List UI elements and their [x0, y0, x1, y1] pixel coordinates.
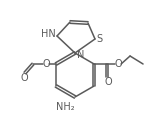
Text: HN: HN — [41, 29, 55, 39]
Text: O: O — [42, 59, 50, 69]
Text: N: N — [77, 50, 84, 60]
Text: O: O — [104, 77, 112, 87]
Text: S: S — [96, 34, 102, 44]
Text: O: O — [20, 73, 28, 83]
Text: O: O — [114, 59, 122, 69]
Text: NH₂: NH₂ — [56, 102, 74, 112]
